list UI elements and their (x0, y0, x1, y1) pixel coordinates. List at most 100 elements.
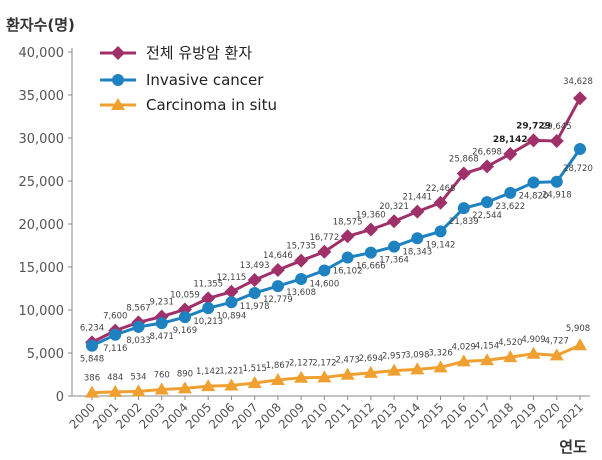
data-point-triangle (340, 367, 355, 380)
x-tick-label: 2000 (67, 400, 98, 431)
data-label: 760 (154, 370, 170, 380)
data-label: 3,326 (428, 348, 452, 358)
data-label: 13,493 (240, 261, 270, 271)
data-point-circle (155, 317, 168, 330)
data-point-diamond (387, 214, 402, 229)
y-tick-label: 0 (56, 390, 64, 405)
data-point-circle (271, 280, 284, 293)
data-point-triangle (177, 381, 192, 394)
data-point-triangle (270, 372, 285, 385)
x-tick-label: 2012 (345, 400, 376, 431)
data-point-triangle (480, 353, 495, 366)
data-point-circle (527, 176, 540, 189)
x-tick-label: 2014 (392, 400, 423, 431)
data-label: 8,033 (126, 336, 150, 346)
data-label: 14,646 (263, 251, 293, 261)
data-label: 1,515 (242, 364, 266, 374)
data-label: 21,441 (402, 193, 432, 203)
data-point-diamond (201, 291, 216, 306)
x-tick-label: 2011 (322, 400, 353, 431)
data-label: 890 (177, 369, 193, 379)
series-line (91, 343, 581, 395)
data-point-circle (109, 328, 122, 341)
data-point-diamond (573, 91, 587, 106)
data-point-circle (318, 264, 331, 277)
legend: 전체 유방암 환자 Invasive cancer Carcinoma in s… (100, 44, 277, 114)
data-label: 17,364 (379, 256, 409, 266)
x-tick-label: 2019 (508, 400, 539, 431)
data-point-diamond (480, 159, 495, 174)
y-tick-label: 5,000 (27, 347, 64, 362)
y-tick-label: 25,000 (19, 175, 65, 190)
data-point-circle (504, 186, 517, 199)
data-label: 4,520 (498, 338, 522, 348)
data-label: 1,867 (266, 361, 290, 371)
data-point-circle (225, 296, 238, 309)
x-tick-label: 2005 (183, 400, 214, 431)
y-tick-label: 20,000 (19, 218, 65, 233)
data-label: 2,694 (359, 354, 383, 364)
data-label: 4,029 (452, 342, 476, 352)
data-label: 11,355 (193, 279, 223, 289)
data-point-circle (295, 272, 308, 285)
data-label: 20,321 (379, 202, 409, 212)
data-label: 16,772 (310, 233, 340, 243)
legend-entry-2: Invasive cancer (100, 71, 264, 89)
data-label: 1,142 (196, 367, 220, 377)
x-tick-label: 2009 (276, 400, 307, 431)
x-tick-label: 2018 (485, 400, 516, 431)
data-label: 24,820 (519, 192, 549, 202)
data-label: 29,729 (516, 121, 551, 131)
data-point-circle (86, 339, 98, 352)
data-label: 2,957 (382, 352, 406, 362)
data-label: 9,231 (150, 298, 174, 308)
data-point-diamond (270, 263, 285, 278)
legend-circle-marker (112, 74, 124, 86)
data-label: 12,115 (217, 273, 247, 283)
series-lines (85, 91, 587, 398)
data-label: 34,628 (563, 77, 593, 87)
data-label: 26,698 (472, 147, 502, 157)
legend-entry-1: 전체 유방암 환자 (100, 44, 252, 62)
data-label: 3,098 (405, 350, 429, 360)
data-label: 28,720 (563, 164, 593, 174)
x-tick-label: 2021 (555, 400, 586, 431)
x-tick-label: 2001 (90, 400, 121, 431)
data-point-triangle (503, 350, 518, 363)
y-axis-title: 환자수(명) (6, 16, 75, 34)
data-label: 19,142 (426, 240, 456, 250)
data-label: 29,645 (542, 122, 572, 132)
x-tick-label: 2013 (369, 400, 400, 431)
data-label: 4,909 (521, 335, 545, 345)
series-2 (86, 143, 586, 352)
data-point-triangle (456, 354, 471, 367)
data-point-circle (202, 302, 215, 315)
data-label: 2,172 (312, 358, 336, 368)
y-tick-label: 35,000 (19, 89, 65, 104)
data-point-diamond (247, 272, 262, 287)
data-label: 10,894 (217, 311, 247, 321)
data-point-triangle (549, 348, 564, 361)
data-label: 14,600 (310, 279, 340, 289)
data-point-diamond (363, 222, 378, 237)
data-label: 18,575 (333, 217, 363, 227)
legend-label-3: Carcinoma in situ (146, 96, 277, 114)
data-point-triangle (294, 370, 309, 383)
data-label: 22,544 (472, 211, 502, 221)
data-point-circle (341, 251, 354, 264)
y-tick-label: 30,000 (19, 132, 65, 147)
data-point-circle (388, 240, 401, 253)
data-point-circle (411, 232, 424, 245)
x-tick-label: 2008 (253, 400, 284, 431)
data-point-triangle (247, 375, 262, 388)
data-label: 5,908 (566, 324, 590, 334)
data-point-diamond (317, 244, 332, 259)
data-label: 7,116 (103, 344, 127, 354)
data-label: 13,608 (286, 288, 316, 298)
x-tick-label: 2010 (299, 400, 330, 431)
data-label: 5,848 (80, 355, 104, 365)
x-tick-labels: 2000200120022003200420052006200720082009… (67, 396, 586, 432)
data-label: 6,234 (80, 323, 104, 333)
data-label: 9,169 (173, 326, 197, 336)
